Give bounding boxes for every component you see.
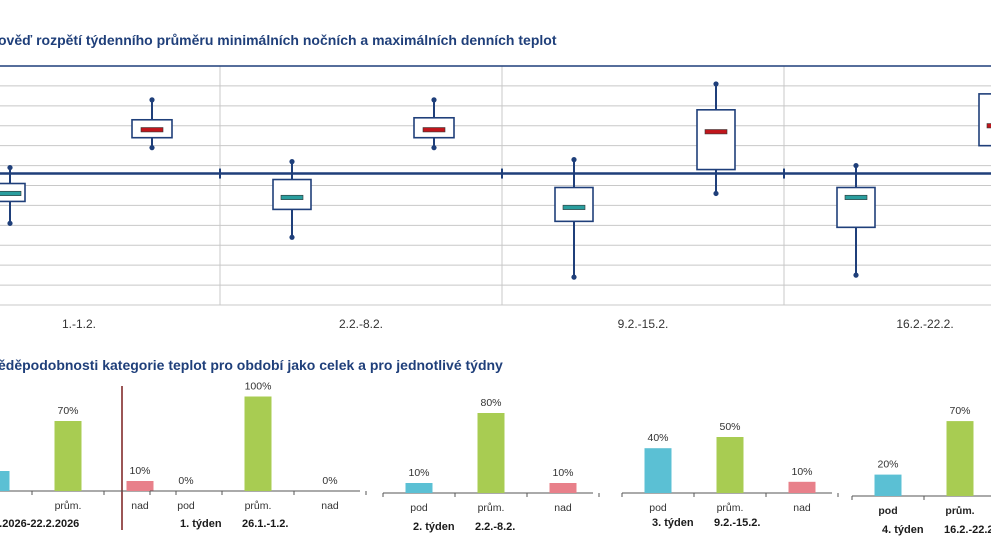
period-caption: 9.2.-15.2.	[714, 517, 760, 529]
bar-prum	[54, 421, 82, 491]
min-whisker-top	[571, 157, 577, 163]
bar-value-label: 0%	[322, 475, 337, 487]
min-whisker-bottom	[571, 274, 577, 280]
max-box	[978, 93, 991, 147]
bar-panel: 40% pod 50% prům. 10% nad 3. týden 9.2.-15.2.	[621, 421, 839, 529]
week-caption: 4. týden	[882, 524, 924, 536]
min-median	[0, 190, 22, 196]
min-median	[280, 194, 304, 200]
bar-pod	[0, 471, 10, 491]
bar-value-label: 70%	[57, 405, 78, 417]
period-caption: 26.1.-1.2.	[242, 518, 288, 530]
category-label: nad	[321, 500, 339, 512]
bar-prum	[477, 413, 505, 493]
bar-prum	[946, 421, 974, 496]
min-box	[836, 186, 876, 229]
period-caption: 2.2.-8.2.	[475, 521, 515, 533]
category-label: nad	[131, 500, 149, 512]
min-whisker-top	[7, 164, 13, 171]
bar-value-label: 70%	[949, 405, 970, 417]
category-label: pod	[649, 502, 667, 514]
max-whisker-top	[713, 81, 719, 87]
min-whisker-bottom	[853, 272, 859, 278]
week-caption: 2. týden	[413, 521, 455, 533]
min-whisker-bottom	[289, 234, 295, 240]
min-box	[554, 186, 594, 223]
bar-prum	[716, 437, 744, 493]
bar-nad	[788, 481, 816, 493]
min-median	[562, 204, 586, 210]
bar-value-label: 0%	[178, 475, 193, 487]
category-label: prům.	[945, 505, 974, 517]
bar-panel: 0% pod 100% prům. 0% nad 1. týden 26.1.-1.2.	[149, 381, 367, 530]
category-label: pod	[177, 500, 195, 512]
max-whisker-top	[149, 97, 155, 103]
category-label: 16.2.-22.2.	[896, 317, 953, 331]
probability-bar-panels: 70% prům. 10% nad .1.2026-22.2.2026 0% pod 100%…	[0, 381, 991, 536]
category-label: 1.-1.2.	[62, 317, 96, 331]
bar-panel: 20% pod 70% prům. 4. týden 16.2.-22.2.	[851, 405, 991, 536]
max-median	[986, 123, 991, 129]
bar-panel: 10% pod 80% prům. 10% nad 2. týden 2.2.-8.2.	[382, 397, 600, 533]
bar-value-label: 10%	[408, 467, 429, 479]
category-label: prům.	[245, 500, 272, 512]
category-label: nad	[793, 502, 811, 514]
category-label: 2.2.-8.2.	[339, 317, 383, 331]
max-whisker-bottom	[149, 145, 155, 151]
category-label: prům.	[717, 502, 744, 514]
bar-value-label: 40%	[647, 432, 668, 444]
week-caption: 3. týden	[652, 517, 694, 529]
category-label: nad	[554, 502, 572, 514]
bar-value-label: 50%	[719, 421, 740, 433]
week-caption: 1. týden	[180, 518, 222, 530]
bar-value-label: 80%	[480, 397, 501, 409]
max-whisker-top	[431, 97, 437, 103]
bar-pod	[644, 448, 672, 493]
period-caption: .1.2026-22.2.2026	[0, 518, 79, 530]
bar-panels-title: ěděpodobnosti kategorie teplot pro obdob…	[0, 357, 503, 373]
category-label: prům.	[478, 502, 505, 514]
max-median	[422, 127, 446, 133]
max-box	[696, 109, 736, 171]
bar-nad	[549, 483, 577, 493]
min-whisker-bottom	[7, 220, 13, 226]
category-label: pod	[410, 502, 428, 514]
max-whisker-bottom	[431, 145, 437, 151]
max-median	[140, 127, 164, 133]
max-median	[704, 129, 728, 135]
category-label: pod	[878, 505, 897, 517]
min-median	[844, 194, 868, 200]
bar-value-label: 10%	[129, 465, 150, 477]
min-whisker-top	[289, 159, 295, 165]
boxplot-title: ověď rozpětí týdenního průměru minimální…	[0, 32, 557, 48]
bar-pod	[405, 483, 433, 493]
bar-value-label: 10%	[552, 467, 573, 479]
max-whisker-bottom	[713, 190, 719, 197]
bar-pod	[874, 474, 902, 496]
category-label: prům.	[55, 500, 82, 512]
min-box	[272, 178, 312, 211]
boxplot-chart: 1.-1.2. 2.2.-8.2. 9.2.-15.2. 16.2.-22.2.	[0, 65, 991, 331]
bar-prum	[244, 396, 272, 491]
min-whisker-top	[853, 162, 859, 169]
bar-value-label: 20%	[877, 459, 898, 471]
bar-panel: 70% prům. 10% nad .1.2026-22.2.2026	[0, 405, 177, 530]
period-caption: 16.2.-22.2.	[944, 524, 991, 536]
bar-value-label: 10%	[791, 466, 812, 478]
category-label: 9.2.-15.2.	[618, 317, 669, 331]
bar-nad	[126, 481, 154, 491]
bar-value-label: 100%	[245, 381, 272, 393]
